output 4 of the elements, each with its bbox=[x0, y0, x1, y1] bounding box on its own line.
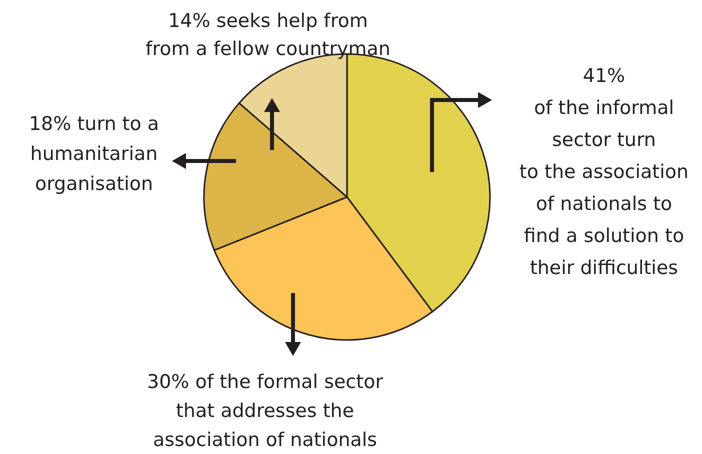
slice-label: 41% of the informal sector turn to the association of nationals to find a solution to their difficulties bbox=[519, 65, 689, 280]
legend-label: 18% turn to a humanitarian organisation bbox=[28, 113, 160, 196]
slice-label: 30% of the formal sector that addresses the association of nationals bbox=[146, 371, 384, 452]
slice-label: 14% seeks help from from a fellow countryman bbox=[146, 10, 390, 60]
